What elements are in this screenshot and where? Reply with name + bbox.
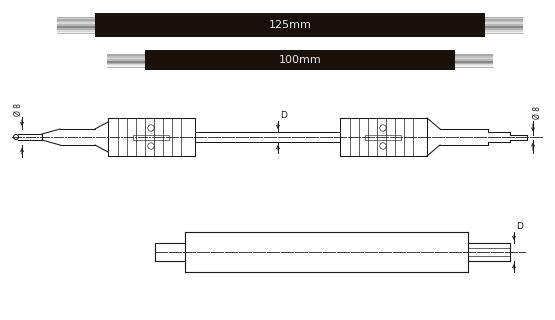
Bar	[107, 66, 145, 67]
Bar	[455, 66, 493, 67]
Bar	[455, 58, 493, 59]
Bar	[107, 55, 145, 56]
Bar	[145, 58, 455, 59]
Text: Ø 8: Ø 8	[13, 103, 23, 116]
Bar	[455, 53, 493, 54]
Bar	[485, 17, 523, 18]
Bar	[145, 60, 455, 61]
Bar	[95, 13, 485, 37]
Bar	[107, 59, 145, 61]
Bar	[145, 68, 455, 69]
Bar	[95, 28, 485, 30]
Bar	[95, 26, 485, 28]
Bar	[95, 24, 485, 25]
Bar	[95, 33, 485, 35]
Bar	[485, 28, 523, 30]
Bar	[95, 36, 485, 37]
Bar	[95, 15, 485, 17]
Bar	[455, 61, 493, 63]
Bar	[145, 55, 455, 56]
Bar	[145, 62, 455, 63]
Bar	[145, 64, 455, 65]
Bar	[95, 31, 485, 32]
Bar	[95, 20, 485, 21]
Bar	[145, 67, 455, 68]
Bar	[57, 20, 95, 22]
Bar	[145, 56, 455, 57]
Bar	[365, 134, 401, 140]
Bar	[145, 54, 455, 55]
Bar	[95, 30, 485, 31]
Bar	[485, 30, 523, 32]
Bar	[57, 30, 95, 32]
Bar	[107, 54, 145, 55]
Bar	[95, 13, 485, 14]
Bar	[107, 56, 145, 58]
Bar	[485, 20, 523, 22]
Bar	[455, 54, 493, 55]
Bar	[455, 59, 493, 61]
Bar	[485, 24, 523, 26]
Bar	[485, 22, 523, 24]
Bar	[95, 17, 485, 18]
Bar	[57, 18, 95, 19]
Bar	[145, 61, 455, 62]
Bar	[95, 14, 485, 15]
Bar	[95, 19, 485, 20]
Bar	[485, 32, 523, 33]
Bar	[57, 24, 95, 26]
Bar	[145, 65, 455, 66]
Bar	[107, 61, 145, 63]
Bar	[95, 21, 485, 23]
Bar	[455, 64, 493, 66]
Bar	[145, 52, 455, 53]
Bar	[455, 56, 493, 58]
Bar	[57, 32, 95, 33]
Bar	[107, 58, 145, 59]
Bar	[95, 18, 485, 19]
Text: Ø 8: Ø 8	[532, 106, 542, 119]
Bar	[133, 134, 169, 140]
Bar	[57, 19, 95, 20]
Bar	[95, 32, 485, 33]
Bar	[107, 64, 145, 66]
Bar	[145, 63, 455, 64]
Bar	[107, 63, 145, 64]
Bar	[145, 66, 455, 67]
Bar	[455, 63, 493, 64]
Bar	[95, 23, 485, 24]
Bar	[57, 22, 95, 24]
Text: D: D	[516, 222, 523, 231]
Bar	[57, 17, 95, 18]
Text: 125mm: 125mm	[269, 20, 311, 30]
Text: D: D	[280, 111, 287, 120]
Bar	[145, 59, 455, 60]
Bar	[485, 18, 523, 19]
Bar	[145, 53, 455, 54]
Bar	[485, 19, 523, 20]
Bar	[145, 69, 455, 70]
Bar	[145, 57, 455, 58]
Bar	[455, 55, 493, 56]
Text: 100mm: 100mm	[279, 55, 321, 65]
Bar	[145, 50, 455, 51]
Bar	[57, 26, 95, 28]
Bar	[107, 53, 145, 54]
Bar	[95, 35, 485, 36]
Bar	[57, 28, 95, 30]
Bar	[485, 26, 523, 28]
Bar	[145, 51, 455, 52]
Bar	[145, 50, 455, 70]
Bar	[95, 25, 485, 26]
